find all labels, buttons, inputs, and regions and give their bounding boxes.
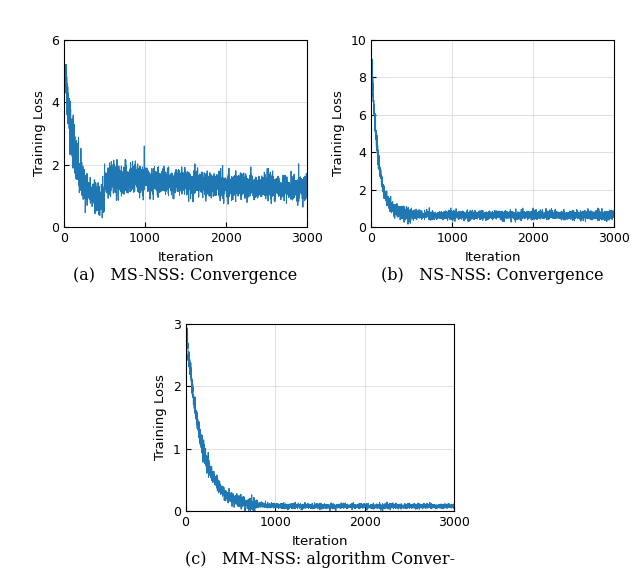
Text: (c)   MM-NSS: algorithm Conver-
gence: (c) MM-NSS: algorithm Conver- gence — [185, 551, 455, 568]
Y-axis label: Training Loss: Training Loss — [332, 90, 345, 177]
Y-axis label: Training Loss: Training Loss — [154, 374, 167, 461]
Text: (a)   MS-NSS: Convergence: (a) MS-NSS: Convergence — [74, 267, 298, 284]
Text: (b)   NS-NSS: Convergence: (b) NS-NSS: Convergence — [381, 267, 604, 284]
X-axis label: Iteration: Iteration — [292, 534, 348, 548]
Y-axis label: Training Loss: Training Loss — [33, 90, 45, 177]
X-axis label: Iteration: Iteration — [465, 250, 521, 264]
X-axis label: Iteration: Iteration — [157, 250, 214, 264]
